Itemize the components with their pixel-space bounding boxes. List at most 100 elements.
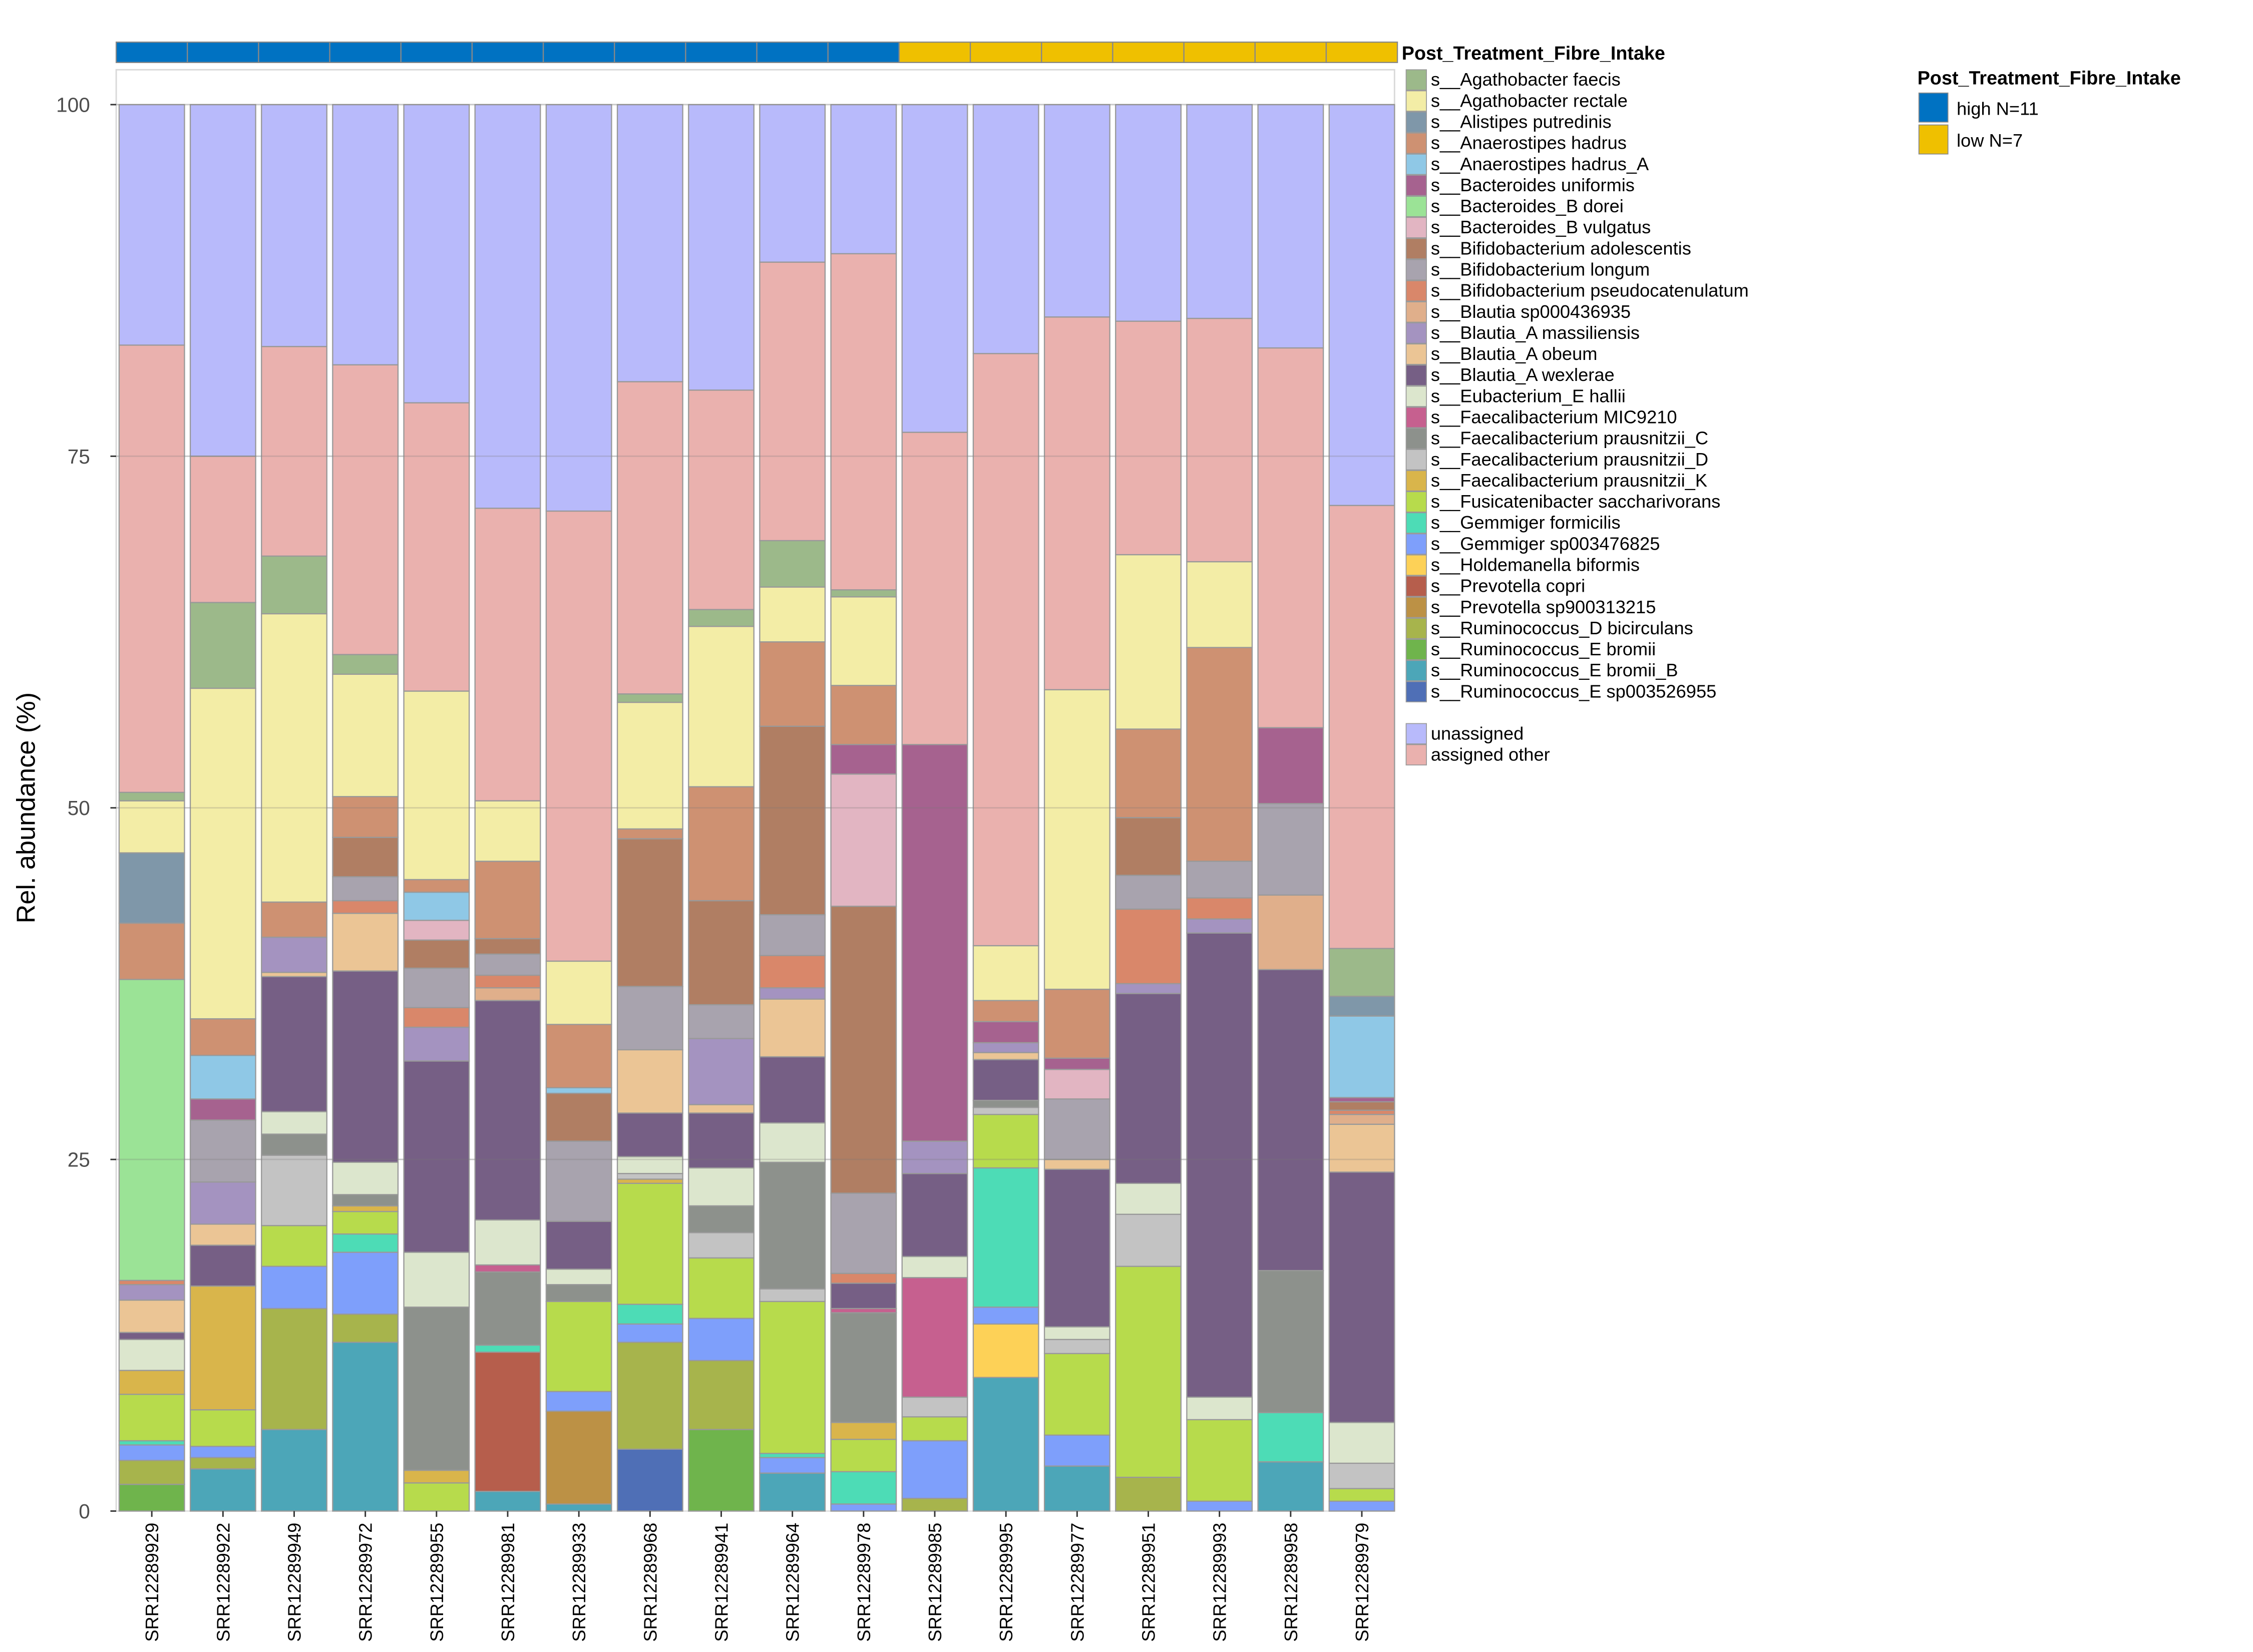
bar-SRR12289958 xyxy=(1257,104,1324,1512)
group-strip-cell-high xyxy=(614,42,686,63)
bar-segment-assigned-other xyxy=(545,510,612,962)
bar-segment-gemmiger-sp003476825 xyxy=(545,1391,612,1412)
bar-segment-ruminococcus-e-bromii-b xyxy=(474,1490,541,1512)
bar-segment-faecalibacterium-prausnitzii-c xyxy=(474,1271,541,1346)
legend-item: s__Ruminococcus_E bromii_B xyxy=(1405,660,1678,681)
group-strip-cell-low xyxy=(969,42,1042,63)
bar-segment-fusicatenibacter-saccharivorans xyxy=(545,1301,612,1392)
bar-segment-bifidobacterium-longum xyxy=(474,953,541,976)
legend-label: s__Holdemanella biformis xyxy=(1431,555,1640,575)
bar-segment-agathobacter-rectale xyxy=(688,626,755,787)
bar-segment-unassigned xyxy=(1186,104,1253,319)
bar-segment-prevotella-copri xyxy=(474,1351,541,1492)
group-strip-cell-low xyxy=(1112,42,1185,63)
bar-segment-anaerostipes-hadrus xyxy=(1186,647,1253,862)
bar-segment-faecalibacterium-prausnitzii-d xyxy=(901,1396,968,1418)
group-strip-cell-high xyxy=(542,42,615,63)
legend-label: unassigned xyxy=(1431,723,1524,743)
bar-segment-bifidobacterium-longum xyxy=(1186,861,1253,899)
bar-segment-agathobacter-rectale xyxy=(972,945,1039,1001)
bar-segment-ruminococcus-d-bicirculans xyxy=(332,1313,399,1343)
bar-segment-gemmiger-sp003476825 xyxy=(1186,1500,1253,1512)
x-tick-label: SRR12289933 xyxy=(569,1523,589,1642)
legend-item: s__Gemmiger formicilis xyxy=(1405,512,1621,534)
bar-segment-blautia-a-obeum xyxy=(972,1052,1039,1060)
bar-segment-gemmiger-formicilis xyxy=(1257,1412,1324,1463)
legend-swatch xyxy=(1405,618,1427,639)
legend-item: unassigned xyxy=(1405,723,1524,744)
bar-segment-assigned-other xyxy=(1115,320,1182,556)
bar-segment-faecalibacterium-prausnitzii-d xyxy=(616,1173,683,1180)
group-strip-cell-low xyxy=(1254,42,1327,63)
legend-item: s__Bacteroides_B vulgatus xyxy=(1405,217,1651,238)
bar-segment-ruminococcus-d-bicirculans xyxy=(616,1342,683,1450)
legend-swatch xyxy=(1405,322,1427,344)
legend-swatch xyxy=(1405,69,1427,91)
bar-segment-alistipes-putredinis xyxy=(118,852,185,924)
bar-segment-blautia-a-massiliensis xyxy=(901,1140,968,1174)
bar-segment-gemmiger-sp003476825 xyxy=(1043,1434,1110,1467)
legend-item: s__Anaerostipes hadrus xyxy=(1405,133,1627,154)
x-tick-label: SRR12289995 xyxy=(996,1523,1016,1642)
legend-item: s__Fusicatenibacter saccharivorans xyxy=(1405,491,1720,513)
bar-segment-blautia-sp000436935 xyxy=(474,987,541,1001)
legend-swatch xyxy=(1405,364,1427,386)
bar-segment-eubacterium-e-hallii xyxy=(1186,1396,1253,1421)
bar-segment-fusicatenibacter-saccharivorans xyxy=(972,1114,1039,1169)
bar-SRR12289929 xyxy=(118,104,185,1512)
bar-segment-eubacterium-e-hallii xyxy=(118,1339,185,1371)
legend-label: s__Blautia sp000436935 xyxy=(1431,301,1631,322)
bar-segment-ruminococcus-e-bromii-b xyxy=(261,1429,327,1512)
legend-swatch xyxy=(1405,470,1427,492)
bar-segment-bifidobacterium-pseudocatenulatum xyxy=(1186,897,1253,920)
bar-segment-faecalibacterium-prausnitzii-d xyxy=(1043,1339,1110,1354)
bar-segment-anaerostipes-hadrus xyxy=(972,1000,1039,1022)
bar-segment-assigned-other xyxy=(1043,316,1110,690)
legend-swatch xyxy=(1405,744,1427,765)
bar-segment-bifidobacterium-longum xyxy=(688,1004,755,1039)
bar-segment-ruminococcus-e-bromii-b xyxy=(972,1377,1039,1512)
legend-label: s__Gemmiger sp003476825 xyxy=(1431,533,1660,554)
bar-segment-agathobacter-rectale xyxy=(759,586,826,643)
y-tick-label: 100 xyxy=(56,93,90,116)
bar-segment-blautia-a-wexlerae xyxy=(972,1059,1039,1101)
group-strip-cell-low xyxy=(1041,42,1113,63)
bar-segment-blautia-a-massiliensis xyxy=(403,1026,470,1062)
bar-segment-anaerostipes-hadrus xyxy=(474,861,541,940)
bar-segment-faecalibacterium-prausnitzii-c xyxy=(403,1306,470,1471)
species-legend-title: Post_Treatment_Fibre_Intake xyxy=(1402,43,1665,64)
legend-label: s__Anaerostipes hadrus xyxy=(1431,133,1627,153)
bar-segment-anaerostipes-hadrus xyxy=(616,828,683,840)
bar-segment-agathobacter-faecis xyxy=(261,555,327,615)
bar-segment-fusicatenibacter-saccharivorans xyxy=(332,1210,399,1235)
bar-segment-ruminococcus-e-sp003526955 xyxy=(616,1448,683,1512)
bar-segment-blautia-a-massiliensis xyxy=(261,937,327,973)
bar-segment-fusicatenibacter-saccharivorans xyxy=(118,1394,185,1442)
bar-segment-unassigned xyxy=(759,104,826,263)
x-tick-label: SRR12289964 xyxy=(783,1523,803,1642)
bar-segment-fusicatenibacter-saccharivorans xyxy=(403,1482,470,1512)
legend-item: s__Bacteroides_B dorei xyxy=(1405,196,1624,217)
legend-label: s__Agathobacter faecis xyxy=(1431,69,1621,90)
legend-item: s__Bifidobacterium longum xyxy=(1405,259,1650,281)
x-tick-label: SRR12289968 xyxy=(640,1523,660,1642)
legend-item: s__Faecalibacterium MIC9210 xyxy=(1405,407,1677,429)
group-strip-cell-high xyxy=(685,42,758,63)
bar-segment-blautia-a-wexlerae xyxy=(261,976,327,1112)
x-tick-label: SRR12289979 xyxy=(1352,1523,1372,1642)
bar-segment-assigned-other xyxy=(688,389,755,610)
bar-segment-agathobacter-faecis xyxy=(189,602,256,689)
bar-segment-gemmiger-sp003476825 xyxy=(616,1323,683,1343)
legend-swatch xyxy=(1405,681,1427,702)
group-strip-cell-high xyxy=(115,42,188,63)
group-strip-cell-high xyxy=(756,42,829,63)
bar-segment-unassigned xyxy=(1115,104,1182,322)
bar-segment-bifidobacterium-longum xyxy=(1257,803,1324,896)
bar-segment-blautia-a-wexlerae xyxy=(759,1056,826,1124)
bar-SRR12289985 xyxy=(901,104,968,1512)
legend-label: s__Bifidobacterium longum xyxy=(1431,259,1650,280)
bar-segment-assigned-other xyxy=(189,456,256,603)
bar-segment-agathobacter-rectale xyxy=(474,800,541,862)
bar-segment-anaerostipes-hadrus xyxy=(261,901,327,938)
bar-segment-faecalibacterium-prausnitzii-d xyxy=(972,1106,1039,1115)
